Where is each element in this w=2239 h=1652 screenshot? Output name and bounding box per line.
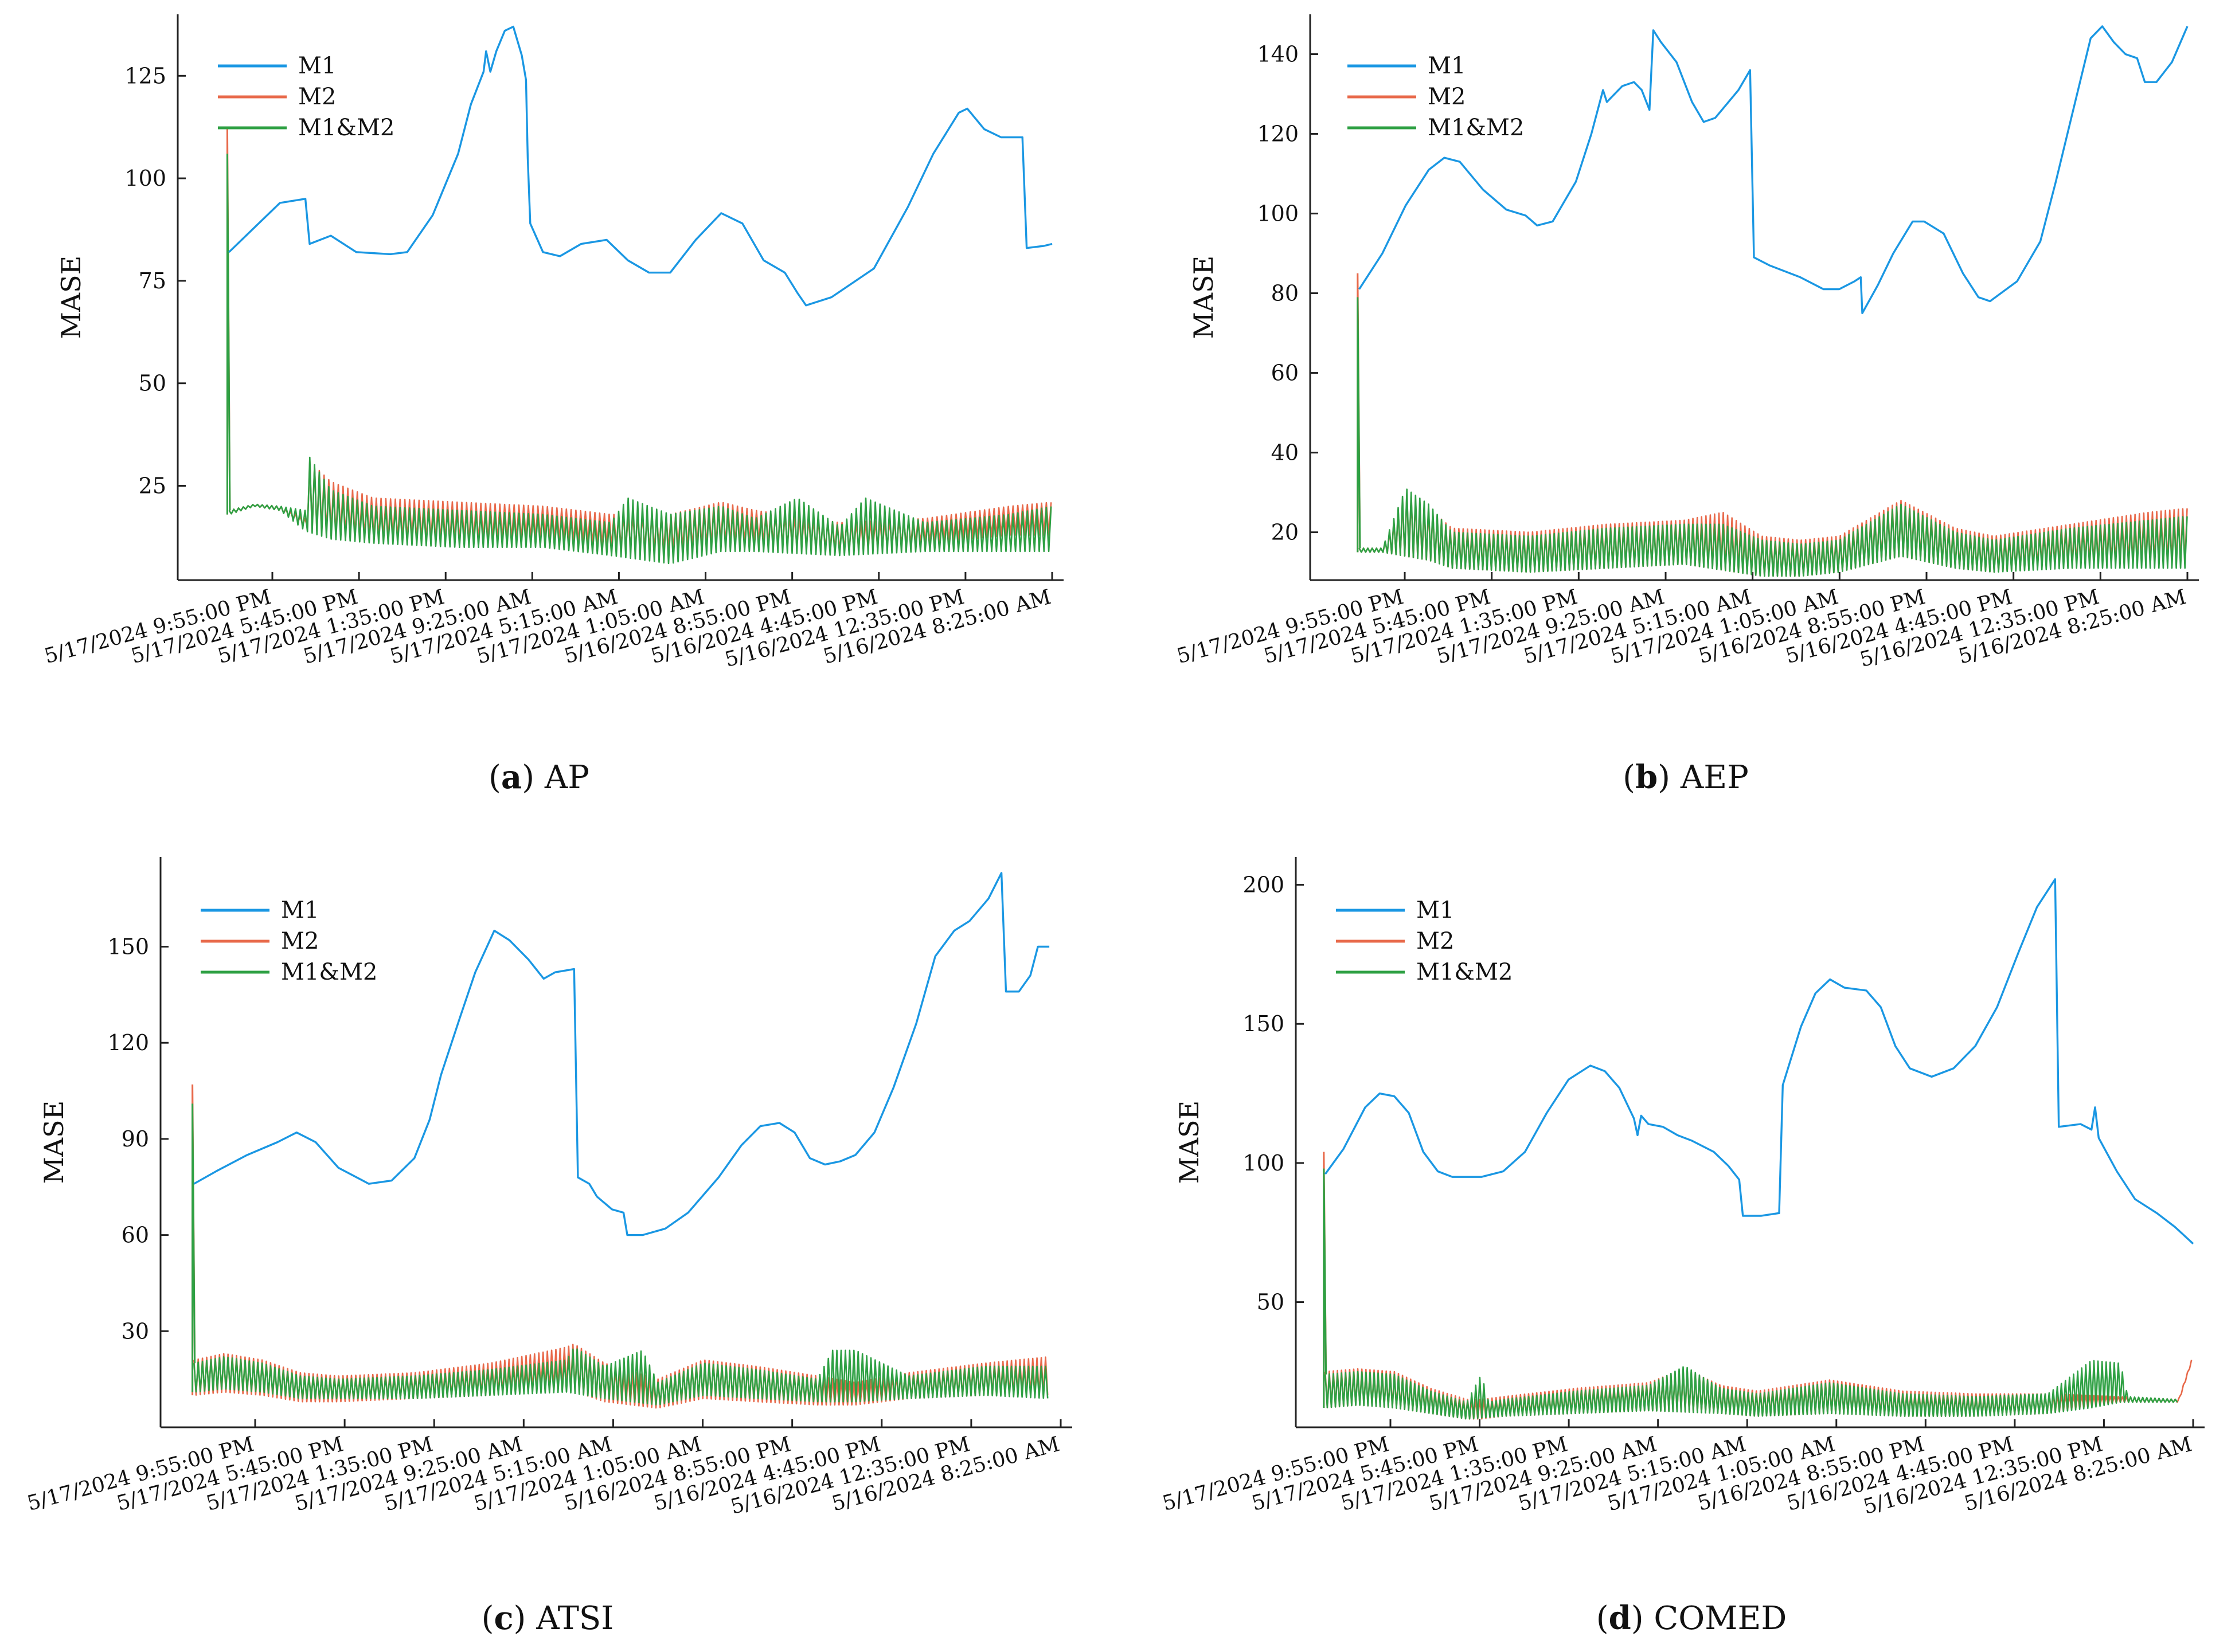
y-tick-label: 50: [139, 371, 166, 396]
legend-label: M1: [298, 53, 336, 79]
legend-label: M2: [298, 84, 336, 110]
legend-label: M1&M2: [1416, 959, 1513, 985]
legend-label: M1&M2: [281, 959, 377, 985]
legend-label: M1&M2: [298, 115, 394, 141]
series-line-m1: [193, 872, 1050, 1236]
plot-area: [226, 25, 1053, 565]
caption-name: AEP: [1680, 759, 1749, 796]
y-tick-label: 100: [1257, 201, 1299, 226]
series-spike: [226, 154, 231, 515]
y-tick-label: 140: [1257, 42, 1299, 67]
series-line-m1-and-m2: [193, 1348, 1049, 1406]
y-tick-label: 30: [122, 1318, 149, 1344]
panel-caption: (c) ATSI: [482, 1599, 614, 1637]
caption-tag: d: [1609, 1599, 1631, 1637]
y-tick-label: 25: [139, 473, 166, 499]
plot-area: [1323, 878, 2194, 1420]
caption-name: ATSI: [536, 1600, 614, 1637]
y-tick-label: 60: [122, 1223, 149, 1248]
y-tick-label: 150: [107, 934, 149, 960]
legend-label: M1: [281, 897, 319, 923]
plot-area: [1357, 25, 2189, 577]
y-axis-label: MASE: [1188, 256, 1219, 339]
y-tick-label: 75: [139, 268, 166, 293]
panel-caption: (a) AP: [489, 758, 589, 796]
y-tick-label: 100: [124, 166, 166, 191]
series-line-m1-and-m2: [228, 456, 1052, 565]
panel-caption: (d) COMED: [1596, 1599, 1787, 1637]
y-axis-label: MASE: [56, 256, 87, 339]
y-tick-label: 80: [1271, 281, 1299, 306]
series-line-m1: [1358, 25, 2189, 314]
plot-area: [192, 872, 1050, 1409]
legend-label: M1&M2: [1428, 115, 1524, 141]
legend-label: M2: [281, 928, 319, 954]
y-tick-label: 200: [1242, 872, 1284, 898]
caption-tag: a: [501, 758, 522, 796]
y-axis-label: MASE: [1174, 1101, 1205, 1184]
y-tick-label: 120: [1257, 122, 1299, 147]
y-tick-label: 60: [1271, 361, 1299, 386]
y-tick-label: 20: [1271, 520, 1299, 545]
caption-name: COMED: [1654, 1600, 1787, 1637]
caption-name: AP: [544, 759, 589, 796]
legend-label: M2: [1416, 928, 1454, 954]
legend: M1 M2 M1&M2: [218, 53, 394, 141]
legend: M1 M2 M1&M2: [201, 897, 377, 985]
y-axis-label: MASE: [38, 1101, 69, 1184]
y-tick-label: 100: [1242, 1150, 1284, 1176]
legend-label: M2: [1428, 84, 1466, 110]
y-tick-label: 40: [1271, 440, 1299, 465]
caption-tag: c: [494, 1599, 513, 1637]
series-spike: [1323, 1168, 1327, 1408]
series-spike: [1357, 297, 1361, 553]
panel-caption: (b) AEP: [1623, 758, 1749, 796]
series-line-m1: [1324, 878, 2194, 1244]
y-tick-label: 50: [1257, 1290, 1284, 1315]
series-line-m1-and-m2: [1324, 1360, 2178, 1420]
series-line-m1-and-m2: [1358, 488, 2188, 577]
y-tick-label: 150: [1242, 1011, 1284, 1036]
legend: M1 M2 M1&M2: [1347, 53, 1524, 141]
legend: M1 M2 M1&M2: [1336, 897, 1513, 985]
caption-tag: b: [1635, 758, 1658, 796]
y-tick-label: 125: [124, 63, 166, 88]
legend-label: M1: [1416, 897, 1454, 923]
legend-label: M1: [1428, 53, 1466, 79]
series-line-m1: [228, 25, 1053, 307]
y-tick-label: 90: [122, 1126, 149, 1152]
series-spike: [192, 1103, 196, 1392]
y-tick-label: 120: [107, 1030, 149, 1055]
